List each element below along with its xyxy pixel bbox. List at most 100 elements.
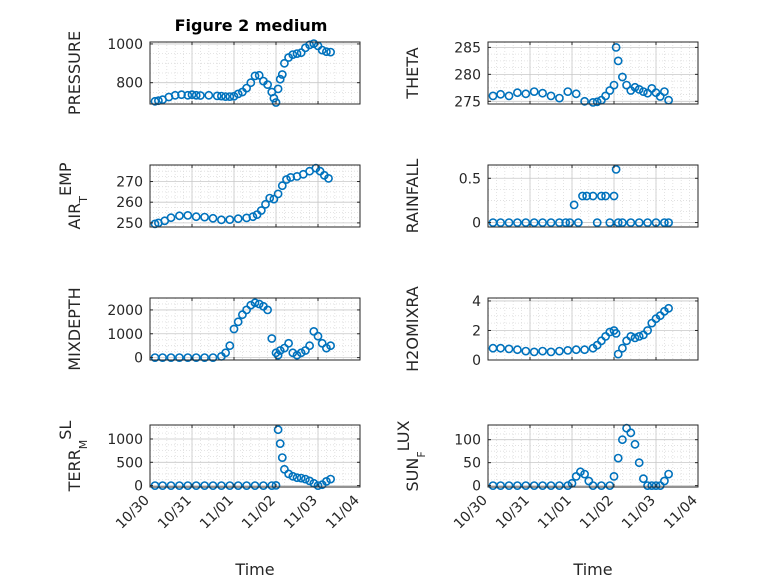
data-point [216,481,226,490]
y-tick-label: 0 [472,479,481,495]
x-axis-label: Time [572,560,612,579]
axes-box [149,424,361,488]
data-point [563,87,573,96]
data-point [597,191,606,201]
y-tick-label: 50 [463,456,481,472]
data-point [513,481,522,490]
data-point [521,218,531,227]
data-point [580,96,589,106]
data-point [592,97,602,107]
data-point [158,481,167,490]
axes-box [149,41,361,105]
data-point [183,353,193,362]
y-tick-label: 800 [116,76,143,92]
data-point [324,173,333,183]
subplot-sun: 0 50 100 SUNFLUX 10/30 10/31 11/01 11/02 11/03 11… [394,420,701,579]
y-axis-label: AIRTEMP [56,162,90,229]
data-point [250,298,260,308]
data-point [563,345,573,355]
data-point [634,85,644,94]
data-point [513,345,522,355]
data-point [246,78,256,88]
y-axis-label: PRESSURE [65,31,84,115]
y-tick-label: 4 [472,294,481,310]
data-point [618,343,627,353]
data-point [546,347,556,357]
data-point [256,206,266,215]
data-point [660,476,669,486]
plot-area [150,298,360,360]
data-point [529,347,539,357]
data-point [504,344,514,354]
data-point [555,481,564,490]
y-tick-label: 500 [116,455,143,471]
axes-box [487,164,699,228]
data-point [166,353,176,362]
data-point [208,481,218,490]
subplot-h2omixra: 0 2 4 H2OMIXRA [403,286,699,372]
data-point [261,199,270,209]
data-point [647,481,657,490]
x-tick-label: 11/02 [239,493,279,533]
data-point [208,353,218,362]
data-point [546,481,556,490]
data-point [611,43,621,52]
data-point [634,458,644,468]
data-point [191,90,201,100]
data-point [565,218,575,227]
data-point [660,218,669,227]
data-point [313,331,323,341]
data-point [263,80,272,89]
y-tick-label: 0 [472,353,481,369]
y-tick-label: 1000 [107,37,143,53]
data-point [326,47,335,57]
data-point [529,87,539,96]
data-point [613,56,623,66]
data-point [225,341,235,351]
plot-area [488,165,698,227]
data-point [571,345,581,355]
data-point [273,189,283,199]
data-point [170,90,180,100]
data-point [254,70,264,80]
data-point [275,74,285,84]
data-point [555,218,564,227]
data-point [504,481,514,490]
data-point [521,481,531,490]
axes-box [149,164,361,228]
y-tick-label: 100 [454,433,481,449]
data-point [191,353,201,362]
y-tick-label: 0.5 [459,171,481,187]
data-point [521,89,531,99]
subplot-air: 250 260 270 AIRTEMP [56,162,361,232]
data-point [639,474,648,484]
data-point [555,346,564,356]
y-tick-label: 0 [472,216,481,232]
data-point [538,346,547,356]
x-tick-label: 11/01 [197,493,237,533]
data-point [321,47,331,57]
x-tick-label: 11/03 [619,493,659,533]
data-point [275,439,285,448]
data-point [271,480,281,490]
y-tick-label: 0 [134,479,143,495]
data-point [191,481,201,490]
data-point [643,481,652,490]
data-point [618,72,627,82]
data-point [618,218,627,227]
y-tick-label: 1000 [107,327,143,343]
data-point [216,215,226,225]
data-point [326,474,335,484]
x-tick-label: 10/30 [113,493,153,533]
data-point [233,317,243,327]
data-point [267,334,277,343]
data-point [267,481,277,490]
data-point [225,92,235,101]
data-point [634,218,644,227]
data-point [643,326,652,335]
data-point [277,70,287,79]
y-tick-label: 0 [134,351,143,367]
data-point [582,191,592,201]
data-point [242,481,251,490]
data-point [613,453,623,463]
